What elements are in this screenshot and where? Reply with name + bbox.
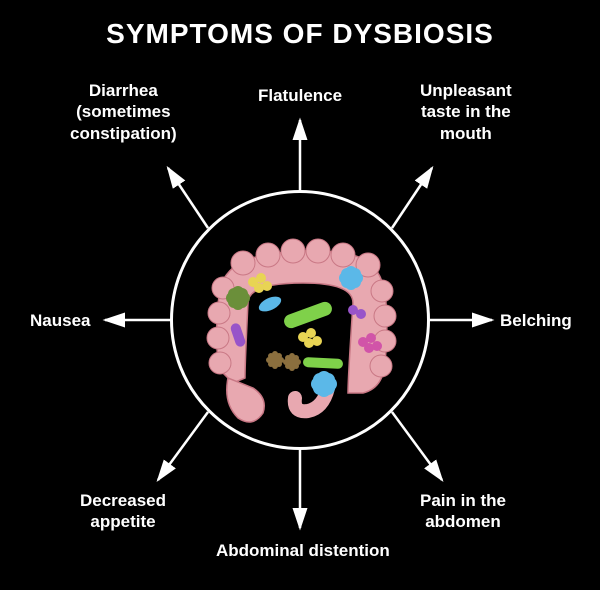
- diagram-container: Flatulence Unpleasant taste in the mouth B…: [0, 50, 600, 590]
- arrow-pain-abdomen: [392, 412, 442, 480]
- symptom-label-belching: Belching: [500, 310, 572, 331]
- symptom-label-decreased-appetite: Decreased appetite: [80, 490, 166, 533]
- center-circle: [170, 190, 430, 450]
- symptom-label-abdominal-distention: Abdominal distention: [216, 540, 390, 561]
- microbe-12: [228, 288, 248, 308]
- symptom-label-flatulence: Flatulence: [258, 85, 342, 106]
- microbe-4: [298, 328, 326, 350]
- symptom-label-nausea: Nausea: [30, 310, 90, 331]
- microbe-5: [248, 273, 270, 291]
- microbe-9: [268, 353, 282, 367]
- microbe-11: [341, 268, 361, 288]
- arrow-diarrhea: [168, 168, 208, 228]
- microbe-8: [358, 333, 382, 353]
- arrow-decreased-appetite: [158, 412, 208, 480]
- microbe-1: [303, 357, 343, 369]
- symptom-label-pain-abdomen: Pain in the abdomen: [420, 490, 506, 533]
- symptom-label-unpleasant-taste: Unpleasant taste in the mouth: [420, 80, 512, 144]
- page-title: SYMPTOMS OF DYSBIOSIS: [0, 0, 600, 50]
- arrow-unpleasant-taste: [392, 168, 432, 228]
- symptom-label-diarrhea: Diarrhea (sometimes constipation): [70, 80, 177, 144]
- microbe-6: [348, 303, 366, 321]
- microbe-10: [285, 355, 299, 369]
- microbe-3: [313, 373, 335, 395]
